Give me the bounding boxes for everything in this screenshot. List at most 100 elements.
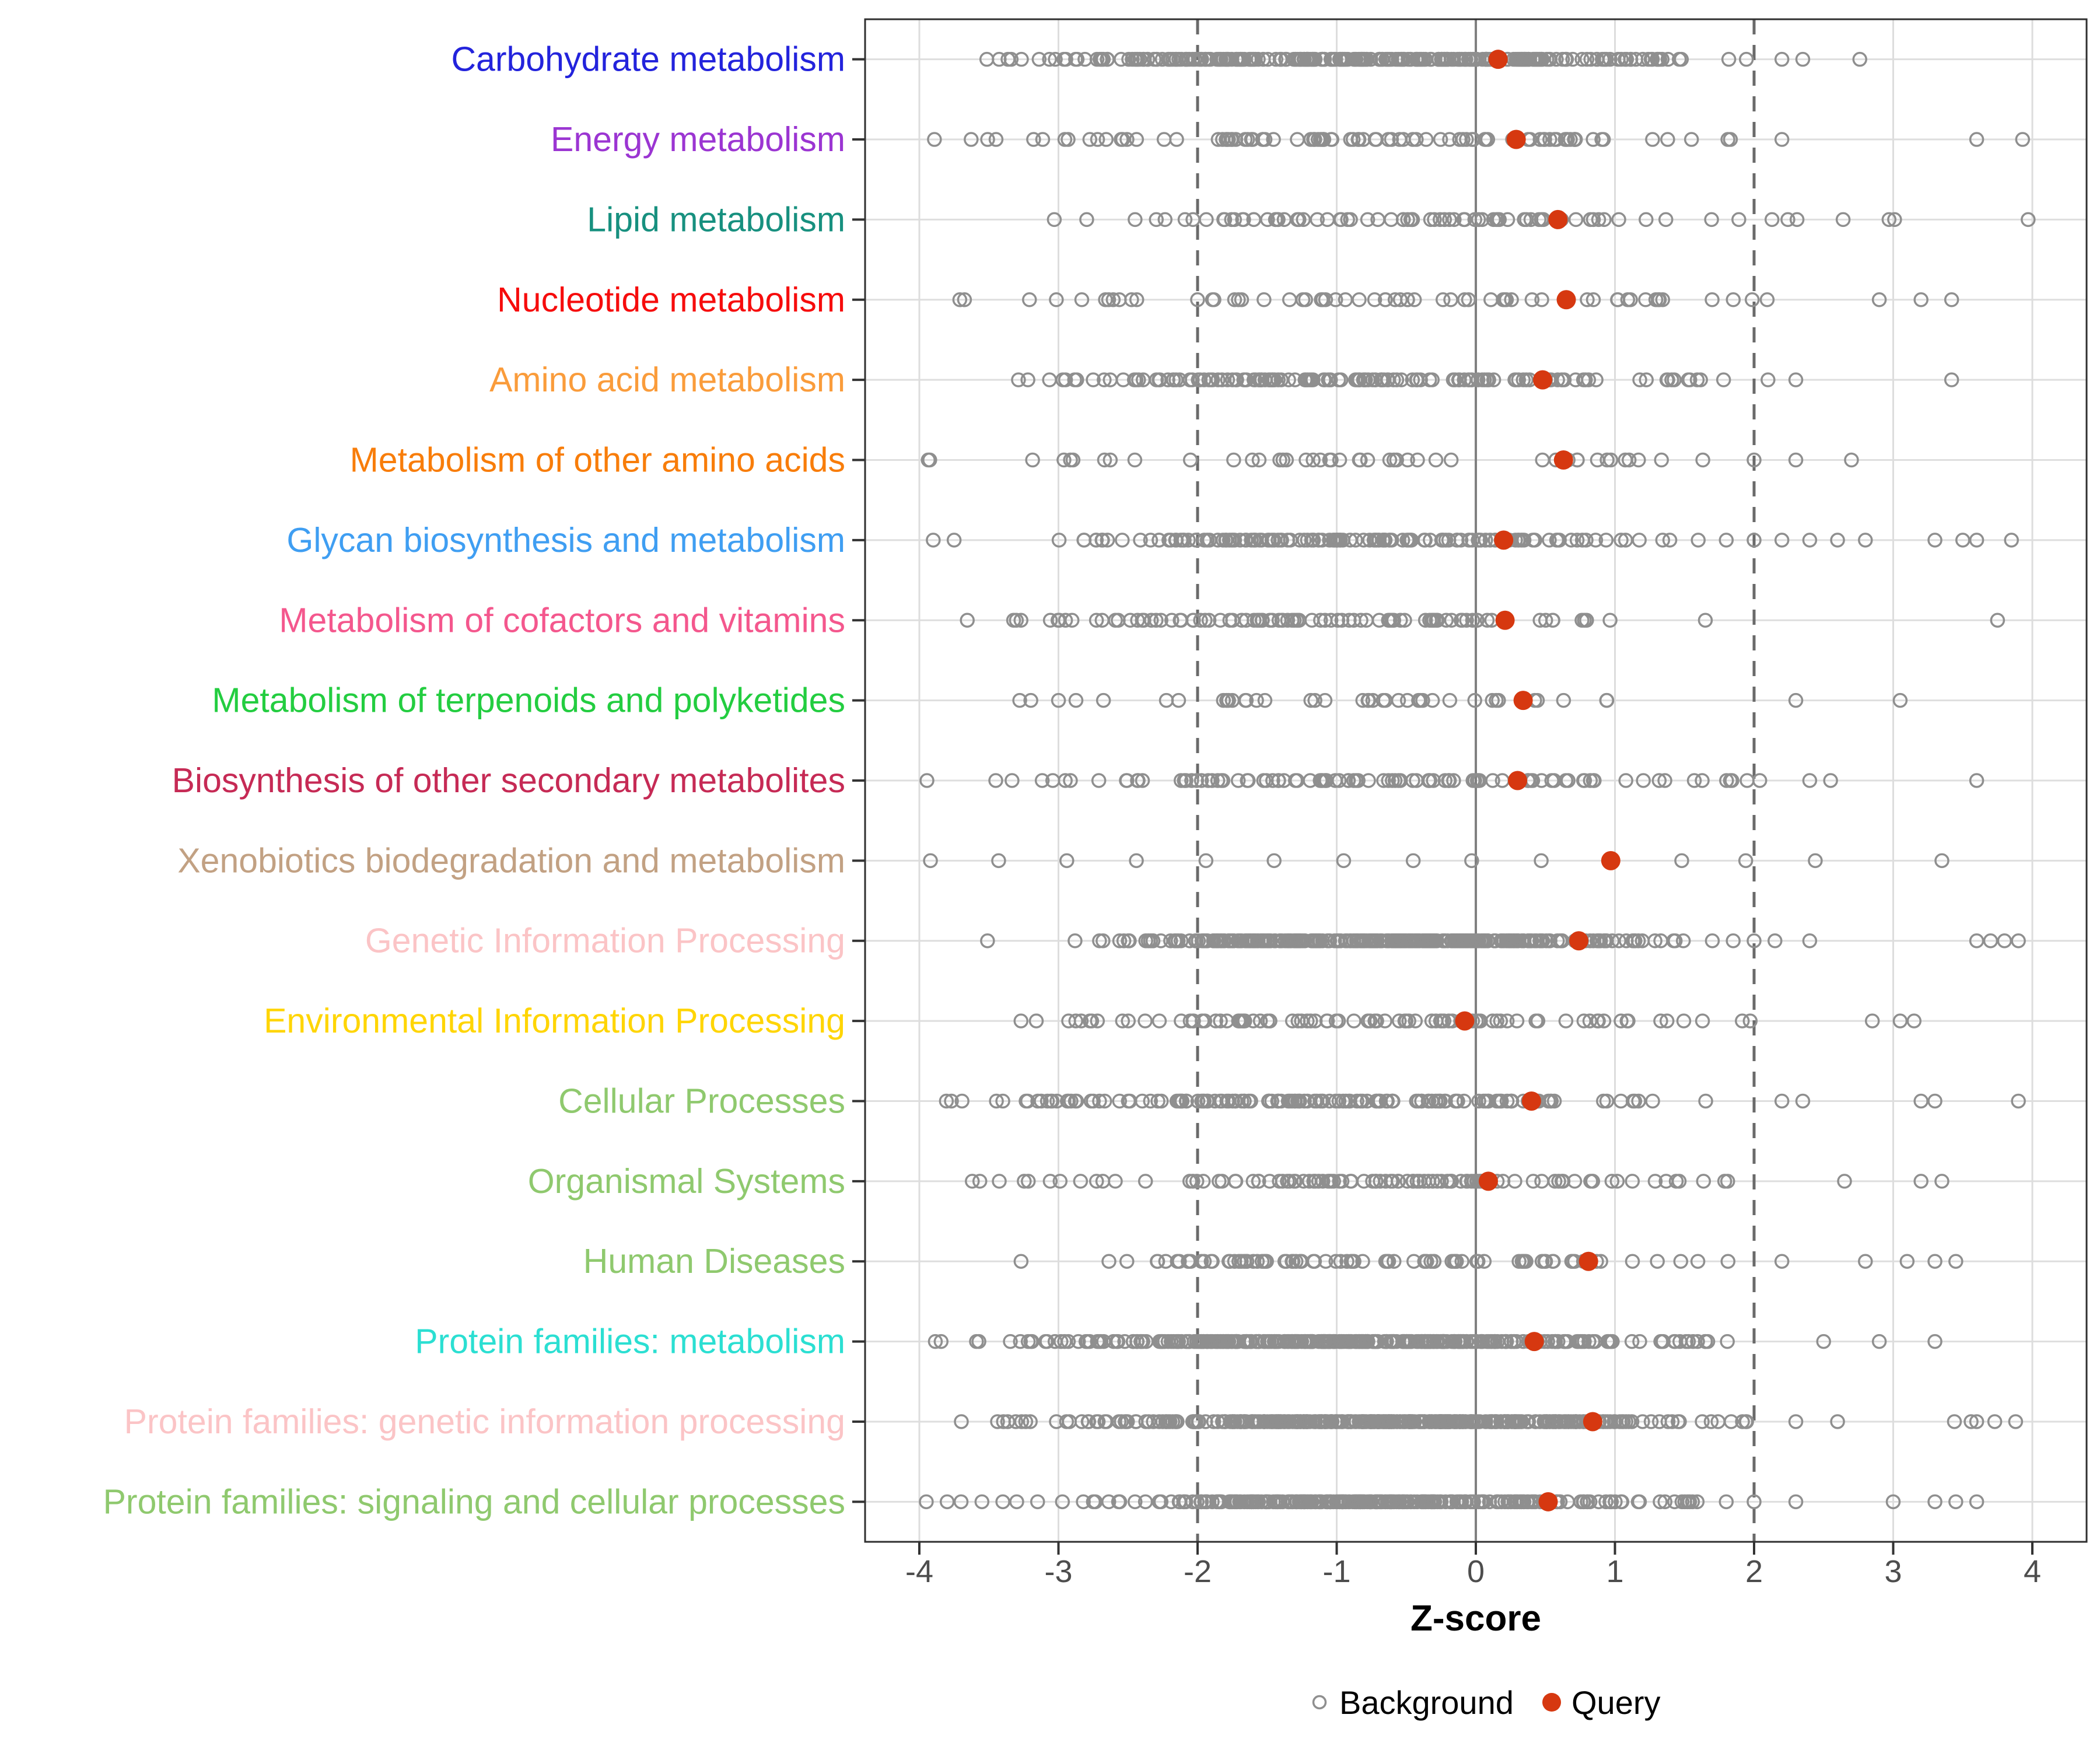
background-point [1152,533,1167,548]
background-point [1624,1414,1640,1429]
background-point [1969,533,1985,548]
background-point [1590,1013,1605,1028]
background-point [1442,212,1457,228]
background-point [1393,613,1408,628]
background-point [1153,933,1168,949]
background-point [1257,372,1273,387]
background-point [1326,1174,1341,1189]
background-point [1802,933,1818,949]
background-point [1205,1494,1220,1510]
background-point [1408,1013,1423,1028]
background-point [1538,613,1553,628]
background-point [1052,1174,1068,1189]
background-point [1348,533,1363,548]
background-point [1413,1414,1428,1429]
background-point [1478,533,1493,548]
background-point [1788,1494,1804,1510]
background-point [1223,1414,1238,1429]
background-point [1485,1013,1500,1028]
background-point [1143,933,1158,949]
background-point [1320,1174,1336,1189]
background-point [1567,1174,1583,1189]
background-point [1433,132,1448,147]
background-point [1674,51,1689,67]
background-point [1129,132,1144,147]
background-point [1414,1093,1429,1109]
background-point [1326,51,1342,67]
query-point [1556,290,1576,310]
background-point [1143,533,1158,548]
background-point [1537,132,1552,147]
background-point [1649,51,1665,67]
background-point [1830,533,1845,548]
background-point [1331,372,1346,387]
background-point [1284,1093,1300,1109]
background-point [1470,1254,1486,1269]
background-point [1558,1013,1574,1028]
background-point [990,1414,1005,1429]
background-point [1051,533,1067,548]
background-point [1595,132,1611,147]
background-point [1244,1414,1259,1429]
background-point [1600,1334,1615,1349]
background-point [1198,51,1213,67]
background-point [991,853,1006,869]
background-point [1948,1254,1964,1269]
background-point [1266,1494,1281,1510]
background-point [1152,1013,1167,1028]
background-point [1112,1093,1127,1109]
background-point [1401,1013,1416,1028]
background-point [1643,51,1659,67]
background-point [1051,692,1066,708]
background-point [1405,1174,1421,1189]
background-point [1251,51,1266,67]
background-point [1160,1334,1176,1349]
background-point [1191,933,1206,949]
background-point [1639,212,1654,228]
background-point [1317,692,1333,708]
background-point [1427,212,1442,228]
background-point [1504,292,1519,307]
background-point [1401,533,1416,548]
background-point [1934,1174,1950,1189]
background-point [1290,132,1305,147]
background-point [2004,533,2019,548]
background-point [1355,1254,1370,1269]
background-point [1284,1013,1300,1028]
background-point [1438,533,1454,548]
background-point [1684,132,1699,147]
background-point [1251,1174,1266,1189]
background-point [1651,773,1667,788]
background-point [1892,1013,1908,1028]
background-point [1018,1414,1034,1429]
background-point [1287,1174,1303,1189]
background-point [1094,613,1110,628]
x-axis: -4 -3 -2 -1 0 1 2 3 4 [905,1542,2041,1589]
background-point [1082,132,1098,147]
background-point [1450,51,1465,67]
background-point [1177,533,1192,548]
background-point [1927,533,1943,548]
background-point [1442,692,1458,708]
background-point [1073,1174,1088,1189]
background-point [1673,1254,1689,1269]
background-point [1385,1174,1401,1189]
background-point [1586,292,1601,307]
background-point [1296,212,1311,228]
background-point [1338,1494,1354,1510]
background-point [1549,51,1564,67]
background-point [1318,1254,1334,1269]
background-point [1421,1174,1436,1189]
background-point [1287,372,1303,387]
background-point [1624,1334,1640,1349]
background-point [1068,933,1083,949]
background-point [1092,51,1108,67]
background-point [1545,1254,1560,1269]
background-point [1948,1494,1964,1510]
background-point [1422,372,1437,387]
background-point [1503,1334,1519,1349]
background-point [1581,1334,1597,1349]
background-point [1323,613,1339,628]
category-label: Amino acid metabolism [489,361,845,399]
background-point [1409,132,1424,147]
